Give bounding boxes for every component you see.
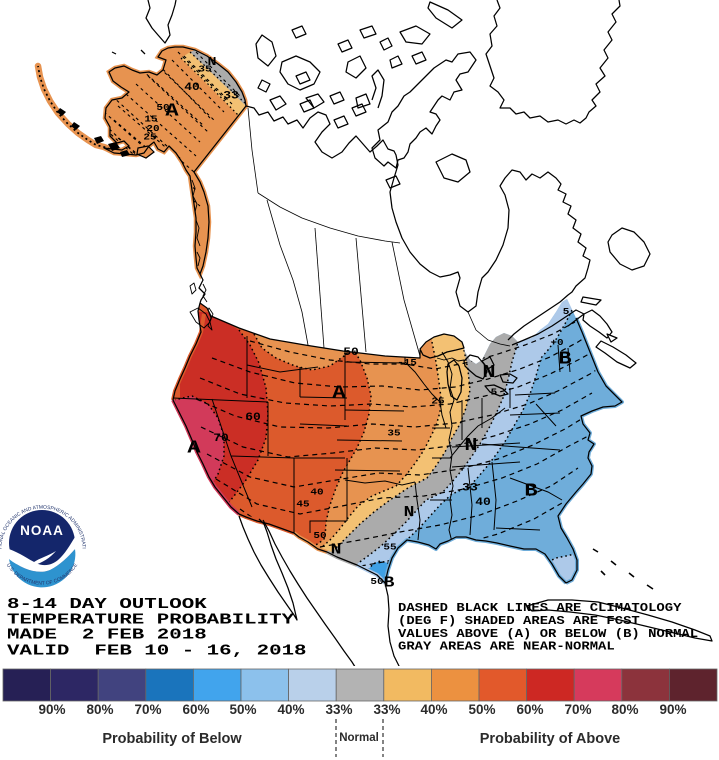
svg-text:N: N [464,436,477,457]
svg-text:NOAA: NOAA [20,523,64,538]
svg-text:40%: 40% [277,702,304,717]
svg-text:A: A [187,438,201,459]
svg-text:40%: 40% [420,702,447,717]
svg-text:60%: 60% [182,702,209,717]
svg-text:B: B [524,481,537,502]
svg-text:Probability of Below: Probability of Below [102,731,242,747]
svg-text:40: 40 [475,496,491,509]
svg-text:50: 50 [370,578,383,588]
svg-text:Probability of Above: Probability of Above [480,731,620,747]
svg-text:50: 50 [313,532,326,542]
svg-text:50%: 50% [468,702,495,717]
svg-text:50: 50 [156,104,169,114]
svg-text:40: 40 [310,488,323,498]
svg-text:55: 55 [383,543,396,553]
svg-text:90%: 90% [659,702,686,717]
svg-text:33: 33 [223,89,239,102]
svg-text:70%: 70% [564,702,591,717]
svg-text:50%: 50% [229,702,256,717]
svg-text:15: 15 [144,115,157,125]
svg-text:N: N [207,56,216,69]
svg-text:35: 35 [387,429,400,439]
svg-text:60: 60 [245,411,261,424]
svg-text:70%: 70% [134,702,161,717]
svg-text:45: 45 [296,500,309,510]
svg-text:25: 25 [431,397,444,407]
svg-text:33: 33 [462,481,478,494]
svg-text:33%: 33% [373,702,400,717]
svg-text:70: 70 [213,432,229,445]
svg-text:60%: 60% [516,702,543,717]
svg-text:A: A [165,101,179,122]
svg-text:N: N [482,363,495,384]
svg-text:B: B [558,349,571,370]
svg-text:5: 5 [563,308,570,318]
svg-text:20: 20 [146,125,159,135]
svg-text:N: N [404,503,415,520]
svg-text:Normal: Normal [339,732,379,744]
svg-text:33%: 33% [325,702,352,717]
svg-text:40: 40 [184,81,200,94]
svg-text:B: B [384,574,395,591]
svg-text:35: 35 [198,65,211,75]
svg-text:90%: 90% [38,702,65,717]
svg-text:-15: -15 [397,359,417,369]
svg-text:+0: +0 [550,339,563,349]
svg-text:50: 50 [343,346,359,359]
svg-text:80%: 80% [86,702,113,717]
svg-text:80%: 80% [611,702,638,717]
svg-text:A: A [332,383,346,404]
svg-text:N: N [331,541,342,558]
svg-text:25: 25 [143,133,156,143]
svg-text:5: 5 [491,388,498,398]
